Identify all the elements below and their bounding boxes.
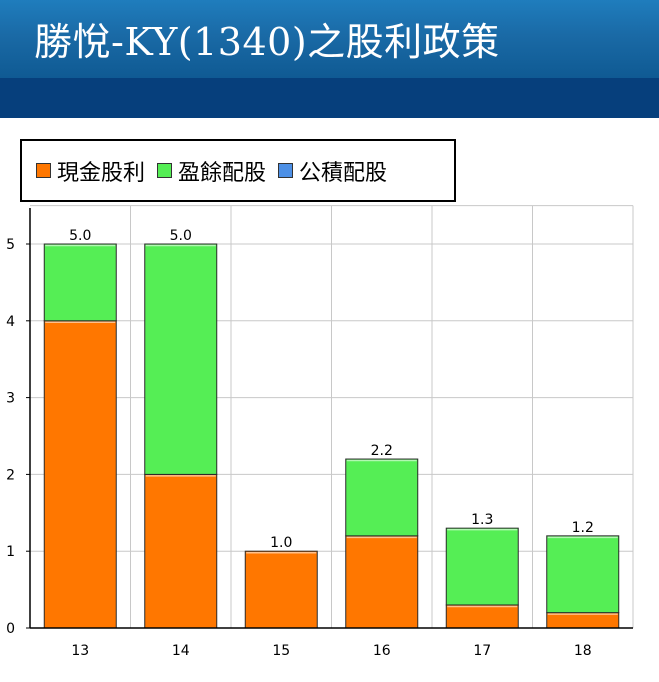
y-tick-label-1: 1 xyxy=(6,544,15,560)
legend-item-capital-stock-dividend: 公積配股 xyxy=(278,155,387,187)
x-tick-label-17: 17 xyxy=(473,643,491,659)
axis-layer xyxy=(26,208,633,629)
legend-swatch-capital-stock-dividend xyxy=(278,163,294,178)
data-label-13: 5.0 xyxy=(69,228,91,244)
legend-item-earnings-stock-dividend: 盈餘配股 xyxy=(157,155,266,187)
bar-16-series-0 xyxy=(345,535,419,629)
y-tick-label-0: 0 xyxy=(6,621,15,637)
data-label-16: 2.2 xyxy=(371,443,393,459)
x-tick-label-13: 13 xyxy=(71,643,89,659)
bar-layer xyxy=(43,243,620,629)
x-tick-label-16: 16 xyxy=(373,643,391,659)
bar-18-series-1 xyxy=(546,535,620,614)
label-layer: 5.0 13 5.0 14 1.0 15 2.2 16 1.3 17 1.2 18 0 1 2 3 4 5 xyxy=(6,228,594,659)
y-tick-label-5: 5 xyxy=(6,237,15,253)
data-label-14: 5.0 xyxy=(170,228,192,244)
bar-13-series-1 xyxy=(43,243,117,322)
page-title: 勝悅-KY(1340)之股利政策 xyxy=(34,20,500,64)
y-tick-label-4: 4 xyxy=(6,314,15,330)
data-label-17: 1.3 xyxy=(471,512,493,528)
bar-14-series-1 xyxy=(144,243,218,475)
bar-17-series-0 xyxy=(445,604,519,629)
x-tick-label-18: 18 xyxy=(574,643,592,659)
bar-13-series-0 xyxy=(43,320,117,629)
bar-15-series-0 xyxy=(244,550,318,629)
grid-layer xyxy=(30,205,634,628)
y-tick-label-2: 2 xyxy=(6,467,15,483)
bar-16-series-1 xyxy=(345,458,419,537)
legend-swatch-earnings-stock-dividend xyxy=(157,163,173,178)
bar-17-series-1 xyxy=(445,527,519,606)
title-band xyxy=(0,78,659,118)
y-tick-label-3: 3 xyxy=(6,391,15,407)
x-tick-label-14: 14 xyxy=(172,643,190,659)
legend-label-cash-dividend: 現金股利 xyxy=(57,160,146,186)
legend-item-cash-dividend: 現金股利 xyxy=(36,155,145,187)
legend-swatch-cash-dividend xyxy=(36,163,51,178)
title-bar: 勝悅-KY(1340)之股利政策 xyxy=(0,0,659,78)
stacked-bar-chart: 5.0 13 5.0 14 1.0 15 2.2 16 1.3 17 1.2 18 0 1 2 3 4 5 xyxy=(6,205,634,659)
bar-18-series-0 xyxy=(546,612,620,629)
legend-label-capital-stock-dividend: 公積配股 xyxy=(299,160,388,186)
data-label-15: 1.0 xyxy=(270,535,292,551)
chart-legend: 現金股利 盈餘配股 公積配股 xyxy=(20,139,456,202)
x-tick-label-15: 15 xyxy=(272,643,290,659)
legend-label-earnings-stock-dividend: 盈餘配股 xyxy=(178,160,267,186)
bar-14-series-0 xyxy=(144,473,218,629)
data-label-18: 1.2 xyxy=(572,520,594,536)
